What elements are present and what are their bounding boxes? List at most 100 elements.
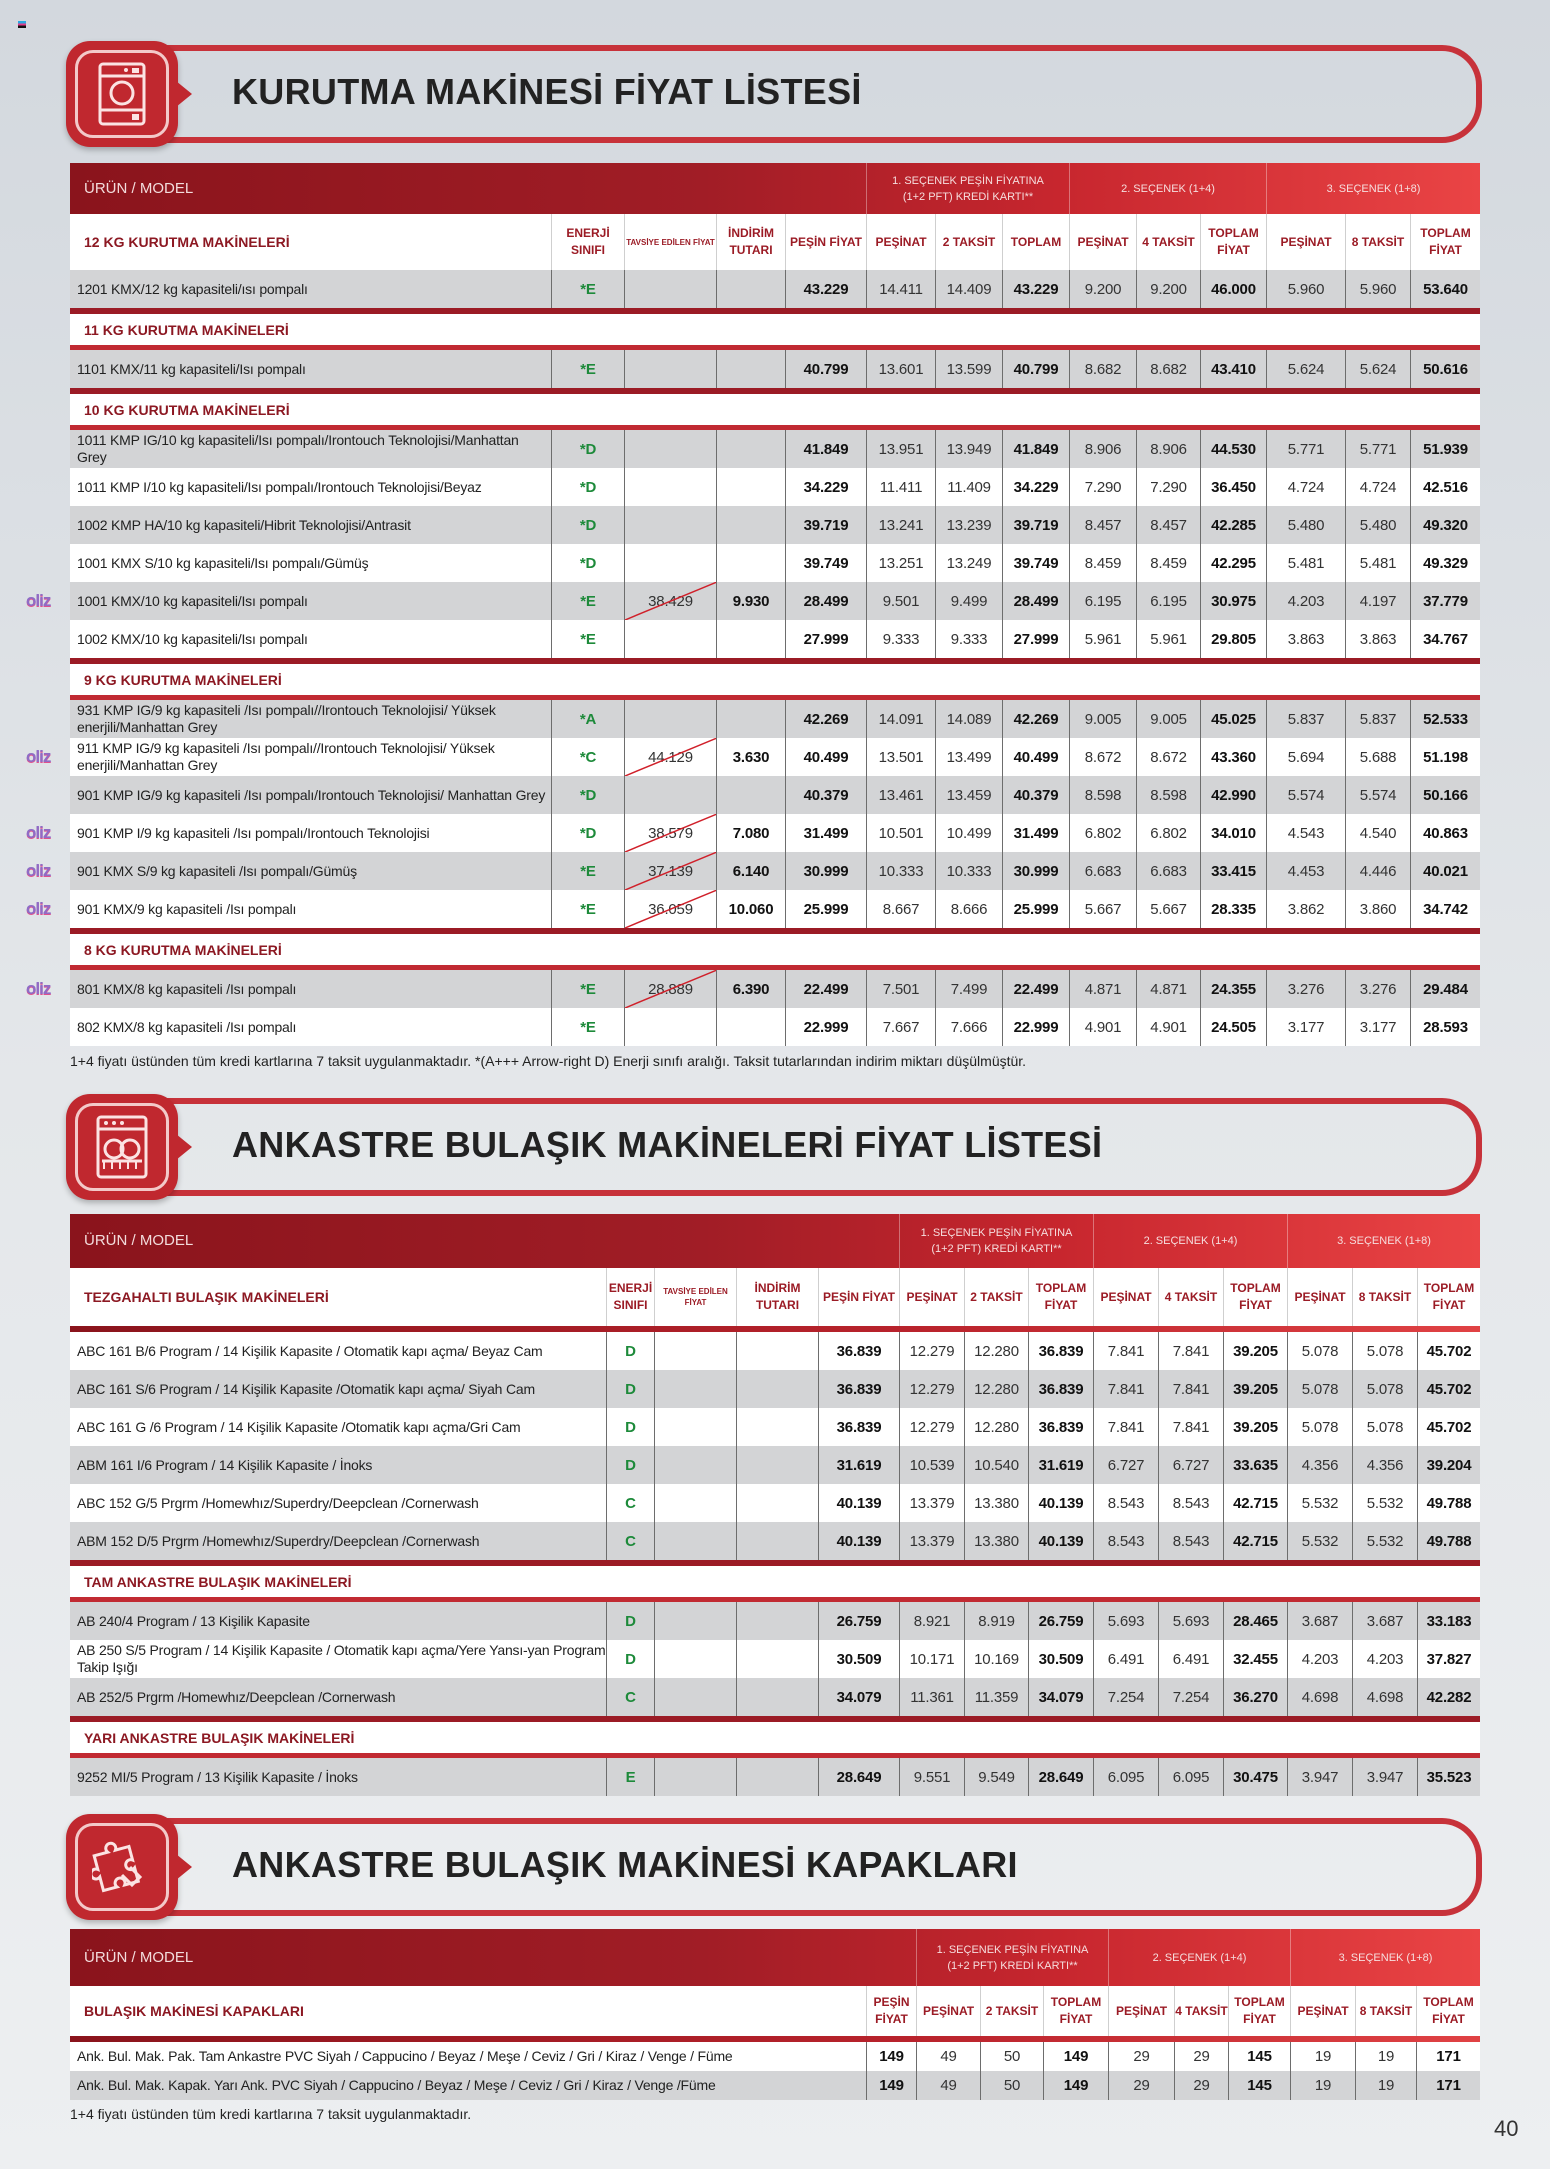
price-cell: 28.593 xyxy=(1410,1008,1480,1046)
price-cell: 36.450 xyxy=(1200,468,1266,506)
price-cell: 27.999 xyxy=(1002,620,1069,658)
price-cell: 19 xyxy=(1355,2071,1416,2100)
recommended-price xyxy=(654,1758,736,1796)
banner-badge xyxy=(66,1814,192,1920)
price-cell: 8.682 xyxy=(1069,350,1136,388)
price-cell: 8.543 xyxy=(1158,1522,1223,1560)
discount-amount: 6.390 xyxy=(716,970,785,1008)
table-row: 9252 MI/5 Program / 13 Kişilik Kapasite … xyxy=(70,1758,1480,1796)
price-cell: 36.839 xyxy=(1028,1332,1093,1370)
energy-class: C xyxy=(606,1522,654,1560)
price-cell: 42.990 xyxy=(1200,776,1266,814)
discount-amount xyxy=(736,1408,818,1446)
product-name: 901 KMP IG/9 kg kapasiteli /Isı pompalı/… xyxy=(77,786,546,803)
price-cell: 9.005 xyxy=(1069,700,1136,738)
price-cell: 4.446 xyxy=(1345,852,1410,890)
option-1-header: 1. SEÇENEK PEŞİN FİYATINA (1+2 PFT) KREDİ… xyxy=(916,1929,1108,1986)
price-cell: 12.280 xyxy=(964,1408,1028,1446)
price-cell: 11.409 xyxy=(935,468,1002,506)
price-cell: 31.619 xyxy=(1028,1446,1093,1484)
recommended-price: 44.129 xyxy=(624,738,717,776)
badge-border xyxy=(75,1103,169,1191)
price-cell: 5.532 xyxy=(1287,1522,1352,1560)
energy-class: D xyxy=(606,1640,654,1678)
table-row: ABC 152 G/5 Prgrm /Homewhız/Superdry/Dee… xyxy=(70,1484,1480,1522)
discount-amount xyxy=(716,620,785,658)
price-cell: 45.025 xyxy=(1200,700,1266,738)
option-3-header: 3. SEÇENEK (1+8) xyxy=(1266,163,1480,214)
product-model-label: ÜRÜN / MODEL xyxy=(84,179,194,197)
energy-class: *D xyxy=(551,544,624,582)
energy-class: *D xyxy=(551,506,624,544)
table-row: 911 KMP IG/9 kg kapasiteli /Isı pompalı/… xyxy=(26,738,1480,776)
price-cell: 13.241 xyxy=(866,506,935,544)
price-cell: 5.667 xyxy=(1069,890,1136,928)
price-cell: 13.499 xyxy=(935,738,1002,776)
price-cell: 6.491 xyxy=(1158,1640,1223,1678)
price-cell: 4.197 xyxy=(1345,582,1410,620)
table-row: 1001 KMX S/10 kg kapasiteli/Isı pompalı/… xyxy=(70,544,1480,582)
price-cell: 40.139 xyxy=(818,1484,899,1522)
price-cell: 13.601 xyxy=(866,350,935,388)
badge-border xyxy=(75,50,169,138)
header-divider xyxy=(70,2036,1480,2042)
column-header: TOPLAM FİYAT xyxy=(1417,1268,1480,1326)
price-table: ÜRÜN / MODEL 1. SEÇENEK PEŞİN FİYATINA (1+… xyxy=(70,1929,1480,2100)
price-cell: 6.683 xyxy=(1069,852,1136,890)
price-cell: 40.021 xyxy=(1410,852,1480,890)
price-cell: 39.719 xyxy=(1002,506,1069,544)
price-cell: 3.947 xyxy=(1352,1758,1417,1796)
price-cell: 4.871 xyxy=(1069,970,1136,1008)
price-cell: 37.779 xyxy=(1410,582,1480,620)
column-header: PEŞİNAT xyxy=(899,1268,964,1326)
price-cell: 5.480 xyxy=(1266,506,1345,544)
price-cell: 13.501 xyxy=(866,738,935,776)
price-cell: 10.333 xyxy=(866,852,935,890)
price-cell: 7.254 xyxy=(1158,1678,1223,1716)
price-cell: 149 xyxy=(1043,2071,1108,2100)
price-cell: 36.839 xyxy=(818,1408,899,1446)
oliz-logo: oliz xyxy=(26,979,51,998)
price-table: ÜRÜN / MODEL 1. SEÇENEK PEŞİN FİYATINA (1+… xyxy=(26,163,1480,1046)
section-banner: KURUTMA MAKİNESİ FİYAT LİSTESİ xyxy=(66,41,1482,147)
price-cell: 39.749 xyxy=(1002,544,1069,582)
column-header: TOPLAM xyxy=(1002,214,1069,270)
price-cell: 3.177 xyxy=(1266,1008,1345,1046)
recommended-price xyxy=(624,270,716,308)
price-cell: 171 xyxy=(1416,2042,1480,2071)
price-cell: 4.356 xyxy=(1352,1446,1417,1484)
column-header: 4 TAKSİT xyxy=(1174,1986,1228,2036)
price-cell: 7.290 xyxy=(1069,468,1136,506)
price-cell: 8.919 xyxy=(964,1602,1028,1640)
price-cell: 6.727 xyxy=(1093,1446,1158,1484)
price-cell: 145 xyxy=(1228,2071,1290,2100)
banner-frame xyxy=(166,45,1482,143)
table-row: 901 KMP IG/9 kg kapasiteli /Isı pompalı/… xyxy=(70,776,1480,814)
price-cell: 25.999 xyxy=(1002,890,1069,928)
recommended-price xyxy=(624,468,716,506)
price-cell: 42.269 xyxy=(1002,700,1069,738)
price-cell: 4.901 xyxy=(1069,1008,1136,1046)
price-cell: 5.078 xyxy=(1287,1370,1352,1408)
price-cell: 10.171 xyxy=(899,1640,964,1678)
column-header: TOPLAM FİYAT xyxy=(1416,1986,1480,2036)
price-cell: 171 xyxy=(1416,2071,1480,2100)
price-cell: 7.841 xyxy=(1158,1408,1223,1446)
price-cell: 14.091 xyxy=(866,700,935,738)
price-cell: 5.481 xyxy=(1266,544,1345,582)
column-header: PEŞİNAT xyxy=(1069,214,1136,270)
column-header: 8 TAKSİT xyxy=(1352,1268,1417,1326)
price-cell: 5.771 xyxy=(1266,430,1345,468)
energy-class: D xyxy=(606,1332,654,1370)
footnote: 1+4 fiyatı üstünden tüm kredi kartlarına… xyxy=(70,1053,1027,1069)
price-cell: 8.457 xyxy=(1136,506,1200,544)
product-name: Ank. Bul. Mak. Kapak. Yarı Ank. PVC Siya… xyxy=(77,2077,716,2093)
price-cell: 7.841 xyxy=(1093,1332,1158,1370)
discount-amount xyxy=(716,270,785,308)
price-cell: 8.459 xyxy=(1069,544,1136,582)
price-cell: 10.499 xyxy=(935,814,1002,852)
product-name: 802 KMX/8 kg kapasiteli /Isı pompalı xyxy=(77,1018,297,1035)
price-cell: 6.802 xyxy=(1136,814,1200,852)
price-cell: 13.249 xyxy=(935,544,1002,582)
category-title: 12 KG KURUTMA MAKİNELERİ xyxy=(84,233,290,250)
